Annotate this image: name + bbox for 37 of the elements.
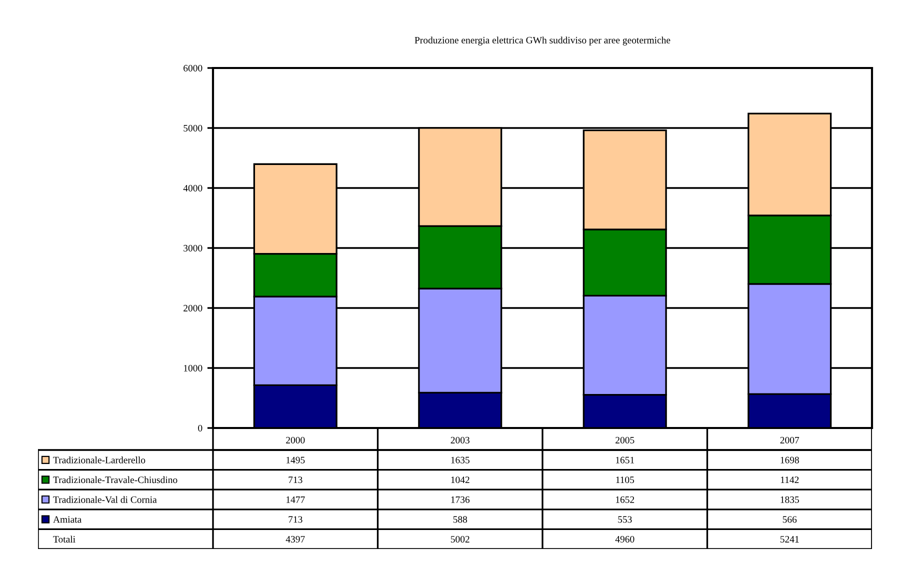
data-label: 1651 <box>616 456 634 464</box>
text: 4960 <box>615 536 634 543</box>
y-tick-label: 6000 <box>184 64 202 72</box>
y-tick-label: 5000 <box>184 124 202 132</box>
x-tick-label: 2007 <box>780 436 800 444</box>
legend-label: Amiata <box>53 516 82 523</box>
data-label: 1495 <box>286 456 305 464</box>
y-tick-label: 3000 <box>184 244 202 252</box>
text: 5002 <box>450 536 470 543</box>
y-tick-label: 0 <box>198 424 202 432</box>
data-label: 553 <box>618 516 632 523</box>
data-label: 566 <box>782 516 797 523</box>
y-tick-label: 2000 <box>184 304 202 312</box>
text: 5241 <box>780 536 799 543</box>
x-tick-label: 2000 <box>286 436 305 444</box>
data-label: 1477 <box>286 496 305 503</box>
text: Totali <box>53 536 76 543</box>
legend-label: Tradizionale-Travale-Chiusdino <box>53 476 178 484</box>
legend-label: Tradizionale-Larderello <box>53 456 146 464</box>
data-label: 1652 <box>616 496 634 503</box>
data-label: 1142 <box>780 476 799 484</box>
text: 4397 <box>286 536 305 543</box>
data-label: 588 <box>453 516 468 523</box>
x-tick-label: 2005 <box>616 436 634 444</box>
data-label: 1105 <box>616 476 634 484</box>
data-label: 1698 <box>780 456 799 464</box>
data-label: 713 <box>288 516 302 523</box>
data-label: 1042 <box>451 476 470 484</box>
data-label: 1835 <box>780 496 799 503</box>
data-label: 713 <box>288 476 302 484</box>
data-label: 1736 <box>451 496 470 503</box>
data-label: 1635 <box>451 456 470 464</box>
x-tick-label: 2003 <box>450 436 470 444</box>
chart-title: Produzione energia elettrica GWh suddiviso per aree geotermiche <box>414 36 670 46</box>
y-tick-label: 4000 <box>183 184 202 192</box>
legend-label: Tradizionale-Val di Cornia <box>53 496 157 503</box>
y-tick-label: 1000 <box>184 364 202 372</box>
